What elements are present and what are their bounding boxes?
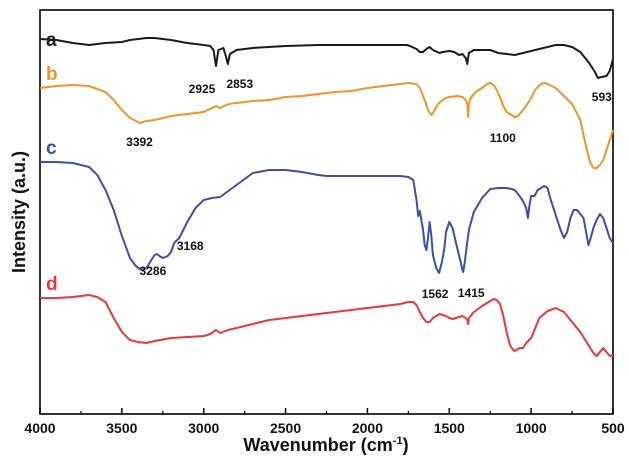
peak-label: 2925: [189, 82, 216, 96]
x-axis-title: Wavenumber (cm-1): [243, 435, 408, 455]
x-tick-label: 3500: [106, 420, 137, 436]
peak-label: 1562: [422, 287, 449, 301]
peak-label: 3286: [140, 264, 167, 278]
series-label-c: c: [46, 138, 57, 159]
series-line-c: [40, 161, 614, 274]
x-tick-label: 3000: [188, 420, 219, 436]
x-tick-label: 2000: [352, 420, 383, 436]
x-tick-label: 1000: [516, 420, 547, 436]
series-line-d: [40, 294, 614, 357]
series-line-a: [39, 37, 614, 79]
peak-label: 1415: [458, 286, 485, 300]
series-line-b: [39, 82, 614, 169]
x-tick-label: 2500: [270, 420, 301, 436]
series-label-a: a: [46, 30, 57, 51]
y-axis-title: Intensity (a.u.): [9, 151, 29, 273]
series-label-d: d: [46, 274, 58, 295]
series-labels: ab c d: [46, 30, 58, 295]
peak-label: 3392: [126, 135, 153, 149]
peak-label: 2853: [226, 77, 253, 91]
peak-label: 1100: [490, 131, 516, 145]
x-tick-label: 500: [601, 420, 625, 436]
x-tick-label: 4000: [24, 420, 55, 436]
peak-label: 3168: [177, 239, 204, 253]
x-tick-label: 1500: [434, 420, 465, 436]
series-group: [39, 37, 614, 357]
peak-label: 593: [592, 90, 612, 104]
x-ticks: 4000 3500 3000 2500 2000 1500 1000 500: [24, 408, 625, 436]
peak-annotations: 2925 2853 3392 1100 593 3286 3168 1562 1415: [126, 77, 612, 301]
series-label-b: b: [46, 64, 58, 85]
